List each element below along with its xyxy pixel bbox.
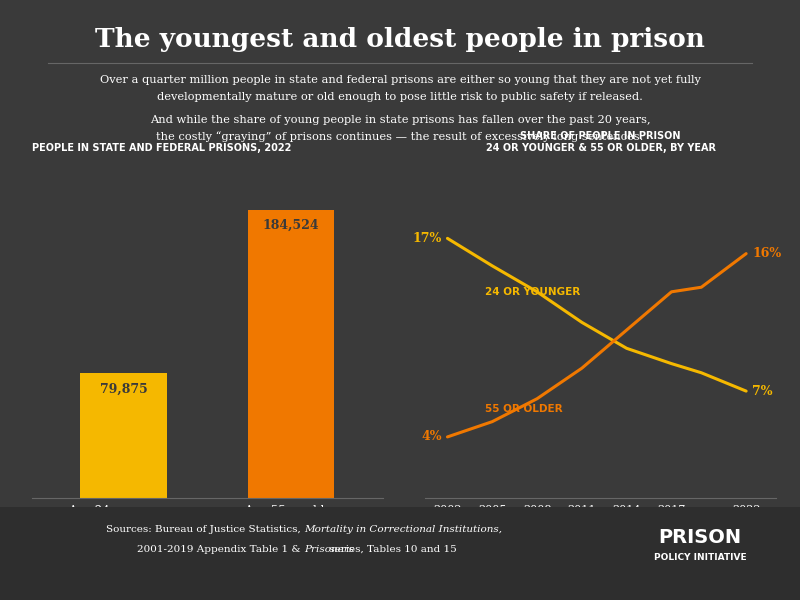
Text: 184,524: 184,524: [262, 219, 319, 232]
Text: series, Tables 10 and 15: series, Tables 10 and 15: [326, 545, 457, 554]
Text: the costly “graying” of prisons continues — the result of excessively long sente: the costly “graying” of prisons continue…: [156, 131, 644, 142]
Text: 2001-2019 Appendix Table 1 &: 2001-2019 Appendix Table 1 &: [137, 545, 304, 554]
Text: 24 OR YOUNGER: 24 OR YOUNGER: [485, 287, 580, 297]
Text: PRISON: PRISON: [658, 528, 742, 547]
Text: PEOPLE IN STATE AND FEDERAL PRISONS, 2022: PEOPLE IN STATE AND FEDERAL PRISONS, 202…: [32, 143, 291, 153]
Text: 55 OR OLDER: 55 OR OLDER: [485, 404, 562, 415]
Text: Mortality in Correctional Institutions,: Mortality in Correctional Institutions,: [304, 525, 502, 534]
Text: 17%: 17%: [412, 232, 442, 245]
Bar: [81, 373, 167, 498]
Text: 16%: 16%: [752, 247, 782, 260]
Text: The youngest and oldest people in prison: The youngest and oldest people in prison: [95, 27, 705, 52]
Text: And while the share of young people in state prisons has fallen over the past 20: And while the share of young people in s…: [150, 115, 650, 125]
Text: POLICY INITIATIVE: POLICY INITIATIVE: [654, 553, 746, 562]
Text: Prisoners: Prisoners: [304, 545, 354, 554]
Text: developmentally mature ​or​ old enough to pose little risk to public safety if r: developmentally mature ​or​ old enough t…: [157, 92, 643, 102]
Text: 7%: 7%: [752, 385, 773, 398]
Title: SHARE OF PEOPLE IN PRISON
24 OR YOUNGER & 55 OR OLDER, BY YEAR: SHARE OF PEOPLE IN PRISON 24 OR YOUNGER …: [486, 131, 715, 153]
Text: Sources: Bureau of Justice Statistics,: Sources: Bureau of Justice Statistics,: [106, 525, 304, 534]
Text: Over a quarter million people in state and federal prisons are either so young t: Over a quarter million people in state a…: [99, 75, 701, 85]
Text: 4%: 4%: [421, 430, 442, 443]
Bar: [247, 209, 334, 498]
Text: 79,875: 79,875: [100, 383, 148, 395]
